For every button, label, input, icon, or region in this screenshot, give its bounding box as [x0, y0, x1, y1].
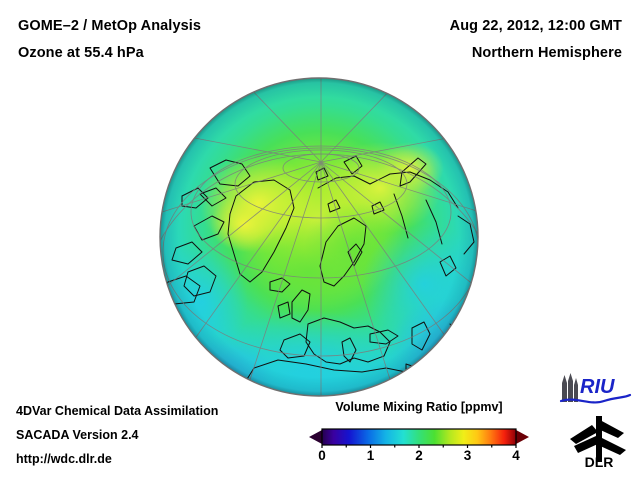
- globe-field: [159, 77, 479, 397]
- dlr-wordmark: DLR: [585, 454, 614, 470]
- colorbar-tick-label: 2: [415, 448, 423, 463]
- colorbar-scale: [309, 428, 529, 448]
- dlr-logo: DLR: [566, 412, 632, 470]
- dlr-mark-icon: [570, 416, 626, 462]
- colorbar-high-arrow: [516, 430, 529, 444]
- colorbar-tick-label: 3: [463, 448, 472, 463]
- riu-logo: RIU: [558, 372, 632, 406]
- colorbar-tick-label: 0: [318, 448, 326, 463]
- dlr-logo-svg: DLR: [570, 416, 626, 470]
- riu-wave-icon: [559, 393, 632, 404]
- source-url-label[interactable]: http://wdc.dlr.de: [16, 452, 112, 466]
- colorbar-title: Volume Mixing Ratio [ppmv]: [335, 400, 503, 414]
- page-subtitle: Ozone at 55.4 hPa: [18, 45, 144, 61]
- riu-logo-svg: RIU: [559, 373, 632, 404]
- version-label: SACADA Version 2.4: [16, 428, 139, 442]
- colorbar-ticks: [321, 445, 517, 448]
- riu-tower-icon: [562, 373, 578, 402]
- globe-outline: [159, 77, 479, 397]
- globe-map: [158, 76, 480, 398]
- colorbar: Volume Mixing Ratio [ppmv] 0 1 2 3 4: [305, 400, 533, 474]
- colorbar-tick-labels: 0 1 2 3 4: [305, 448, 533, 470]
- colorbar-low-arrow: [309, 430, 322, 444]
- page-title: GOME–2 / MetOp Analysis: [18, 18, 202, 34]
- globe-svg: [159, 77, 479, 397]
- colorbar-tick-label: 1: [366, 448, 375, 463]
- riu-wordmark: RIU: [580, 376, 615, 398]
- colorbar-gradient: [322, 429, 516, 445]
- region-label: Northern Hemisphere: [471, 45, 622, 61]
- method-label: 4DVar Chemical Data Assimilation: [16, 404, 219, 418]
- observation-datetime: Aug 22, 2012, 12:00 GMT: [449, 18, 622, 34]
- globe-limb-shading: [160, 78, 478, 396]
- colorbar-tick-label: 4: [512, 448, 520, 463]
